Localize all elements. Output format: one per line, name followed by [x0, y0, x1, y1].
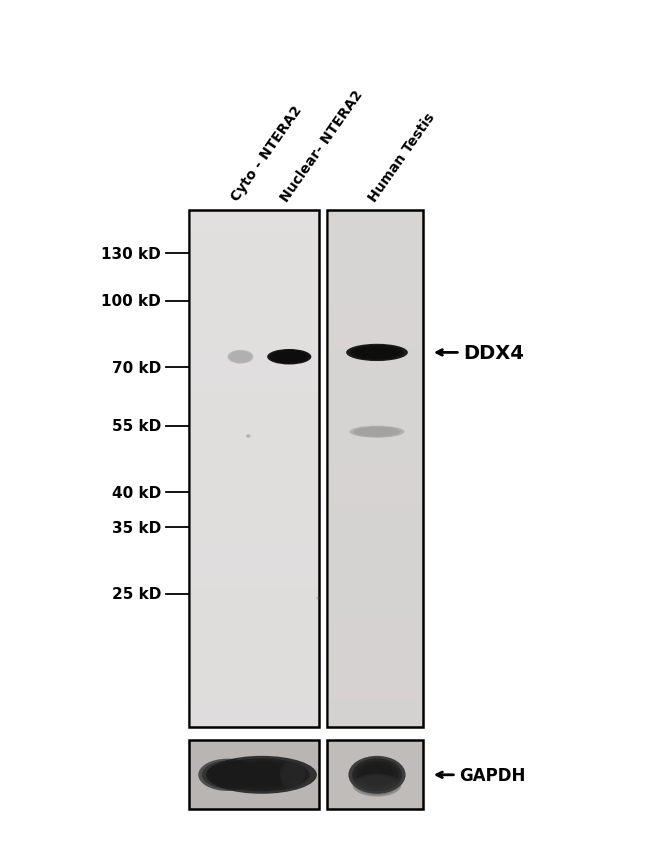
Ellipse shape [280, 761, 306, 789]
Bar [188, 740, 318, 809]
Ellipse shape [317, 597, 320, 600]
Text: 25 kD: 25 kD [112, 586, 161, 602]
Text: Human Testis: Human Testis [365, 110, 437, 204]
Text: GAPDH: GAPDH [460, 766, 526, 784]
Bar [327, 211, 422, 728]
Text: 40 kD: 40 kD [112, 485, 161, 500]
Ellipse shape [229, 351, 252, 363]
Ellipse shape [227, 350, 254, 364]
Ellipse shape [359, 764, 395, 786]
Ellipse shape [350, 345, 404, 361]
Ellipse shape [235, 765, 288, 784]
Text: DDX4: DDX4 [463, 344, 525, 362]
Text: Cyto - NTERA2: Cyto - NTERA2 [229, 103, 306, 204]
Ellipse shape [353, 427, 401, 437]
Ellipse shape [366, 350, 388, 356]
Ellipse shape [279, 354, 300, 361]
Ellipse shape [246, 435, 251, 438]
Bar [327, 740, 422, 809]
Text: 100 kD: 100 kD [101, 294, 161, 309]
Text: 130 kD: 130 kD [101, 246, 161, 262]
Ellipse shape [370, 351, 383, 355]
Ellipse shape [281, 763, 304, 787]
Ellipse shape [210, 765, 245, 784]
Ellipse shape [221, 761, 302, 789]
Ellipse shape [228, 764, 295, 786]
Ellipse shape [352, 759, 402, 791]
Ellipse shape [270, 350, 309, 364]
Ellipse shape [214, 759, 309, 791]
Ellipse shape [356, 776, 398, 795]
Ellipse shape [356, 761, 398, 789]
Ellipse shape [242, 768, 281, 782]
Text: 35 kD: 35 kD [112, 520, 161, 536]
Ellipse shape [207, 756, 317, 794]
Text: 70 kD: 70 kD [112, 360, 161, 375]
Text: Nuclear- NTERA2: Nuclear- NTERA2 [278, 87, 365, 204]
Ellipse shape [354, 347, 400, 359]
Ellipse shape [283, 765, 302, 785]
Ellipse shape [285, 356, 294, 359]
Ellipse shape [346, 344, 408, 362]
Ellipse shape [202, 761, 253, 789]
Ellipse shape [348, 756, 406, 794]
Ellipse shape [350, 426, 404, 438]
Ellipse shape [363, 765, 391, 784]
Ellipse shape [358, 348, 396, 358]
Ellipse shape [362, 349, 392, 357]
Ellipse shape [276, 353, 303, 362]
Ellipse shape [359, 777, 395, 794]
Bar [188, 211, 318, 728]
Ellipse shape [281, 355, 297, 360]
Ellipse shape [352, 774, 402, 796]
Ellipse shape [206, 763, 249, 787]
Ellipse shape [267, 350, 311, 365]
Ellipse shape [273, 351, 306, 363]
Ellipse shape [198, 759, 257, 791]
Text: 55 kD: 55 kD [112, 418, 161, 434]
